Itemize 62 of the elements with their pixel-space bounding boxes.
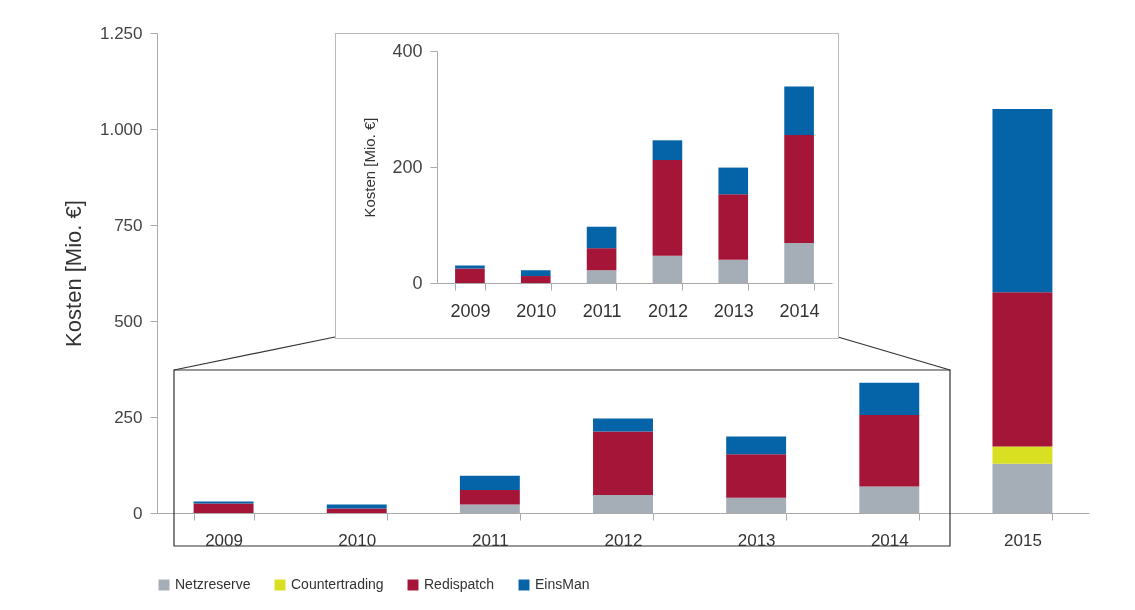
y-tick-label: 200 bbox=[392, 156, 423, 177]
bar bbox=[455, 265, 485, 269]
bar bbox=[593, 431, 653, 495]
x-tick-label: 2013 bbox=[713, 300, 754, 321]
x-tick-label: 2013 bbox=[737, 530, 776, 550]
x-tick-label: 2009 bbox=[450, 300, 491, 321]
bar bbox=[586, 270, 617, 283]
y-axis-title: Kosten [Mio. €] bbox=[60, 200, 86, 347]
bar bbox=[718, 259, 749, 283]
bar bbox=[586, 226, 617, 249]
bar bbox=[459, 504, 520, 513]
bar bbox=[726, 454, 787, 498]
x-tick-label: 2014 bbox=[870, 530, 909, 550]
bar bbox=[992, 109, 1053, 293]
x-tick-label: 2011 bbox=[582, 300, 622, 321]
bar bbox=[326, 508, 387, 513]
legend-label: EinsMan bbox=[535, 576, 590, 592]
x-tick-label: 2011 bbox=[472, 530, 509, 550]
bar bbox=[586, 248, 617, 271]
x-tick-label: 2012 bbox=[647, 300, 688, 321]
y-tick-label: 750 bbox=[114, 215, 143, 235]
y-tick-label: 1.000 bbox=[99, 119, 143, 139]
bar bbox=[859, 382, 920, 416]
bar bbox=[459, 475, 520, 490]
x-tick-label: 2009 bbox=[205, 530, 243, 550]
bar bbox=[652, 255, 683, 283]
y-tick-label: 500 bbox=[114, 311, 143, 331]
bar bbox=[520, 270, 551, 277]
y-tick-label: 400 bbox=[392, 40, 423, 61]
bar bbox=[726, 436, 787, 455]
bar bbox=[718, 167, 749, 195]
x-tick-label: 2015 bbox=[1004, 530, 1042, 550]
y-tick-label: 0 bbox=[133, 503, 143, 523]
bar bbox=[520, 276, 551, 283]
bar bbox=[992, 463, 1053, 513]
x-tick-label: 2010 bbox=[338, 530, 377, 550]
legend-label: Netzreserve bbox=[175, 576, 251, 592]
y-axis-title: Kosten [Mio. €] bbox=[361, 117, 379, 218]
bar bbox=[652, 140, 683, 161]
x-tick-label: 2012 bbox=[604, 530, 643, 550]
bar bbox=[859, 415, 920, 487]
legend-label: Redispatch bbox=[424, 576, 495, 592]
bar bbox=[652, 160, 683, 256]
bar bbox=[455, 268, 485, 283]
bar bbox=[992, 446, 1053, 464]
x-tick-label: 2010 bbox=[516, 300, 557, 321]
y-tick-label: 0 bbox=[412, 272, 423, 293]
x-tick-label: 2014 bbox=[779, 300, 820, 321]
bar bbox=[784, 135, 814, 243]
bar bbox=[784, 86, 814, 136]
y-tick-label: 250 bbox=[114, 407, 143, 427]
bar bbox=[459, 489, 520, 505]
bar bbox=[992, 292, 1053, 447]
bar bbox=[593, 494, 653, 513]
bar bbox=[593, 418, 653, 432]
bar bbox=[718, 194, 749, 260]
bar bbox=[726, 497, 787, 513]
legend-label: Countertrading bbox=[291, 576, 384, 592]
bar bbox=[193, 503, 254, 513]
bar bbox=[859, 486, 920, 513]
bar bbox=[784, 242, 814, 283]
y-tick-label: 1.250 bbox=[99, 23, 143, 43]
